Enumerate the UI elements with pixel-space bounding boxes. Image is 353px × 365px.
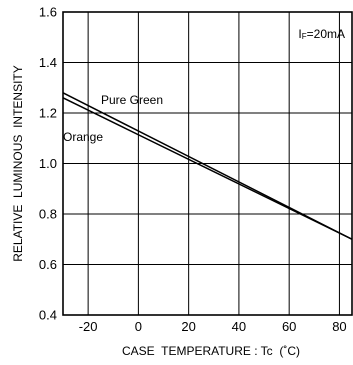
- x-tick-label: 20: [181, 319, 195, 334]
- series-label-orange: Orange: [63, 130, 103, 144]
- series-line-orange: [62, 97, 353, 240]
- y-tick-label: 1.0: [39, 156, 57, 171]
- series-label-pure-green: Pure Green: [101, 93, 163, 107]
- y-tick-label: 0.4: [39, 308, 57, 323]
- y-tick-label: 0.6: [39, 257, 57, 272]
- y-tick-label: 1.2: [39, 106, 57, 121]
- y-axis-label: RELATIVE LUMINOUS INTENSITY: [11, 65, 25, 261]
- tick-labels: -20 0 20 40 60 80 0.4 0.6 0.8 1.0 1.2 1.4 1.6: [39, 5, 347, 335]
- x-tick-label: -20: [79, 319, 98, 334]
- series-line-pure-green: [62, 92, 353, 240]
- plot-frame: [62, 11, 353, 316]
- y-tick-label: 0.8: [39, 207, 57, 222]
- x-tick-label: 40: [232, 319, 246, 334]
- x-tick-label: 60: [282, 319, 296, 334]
- series-lines: [62, 92, 353, 240]
- y-tick-label: 1.6: [39, 5, 57, 20]
- x-axis-label: CASE TEMPERATURE : Tc (˚C): [122, 344, 300, 358]
- x-tick-label: 0: [135, 319, 142, 334]
- current-annotation: IF=20mA: [298, 27, 345, 41]
- y-tick-label: 1.4: [39, 55, 57, 70]
- grid: [63, 12, 352, 315]
- x-tick-label: 80: [332, 319, 346, 334]
